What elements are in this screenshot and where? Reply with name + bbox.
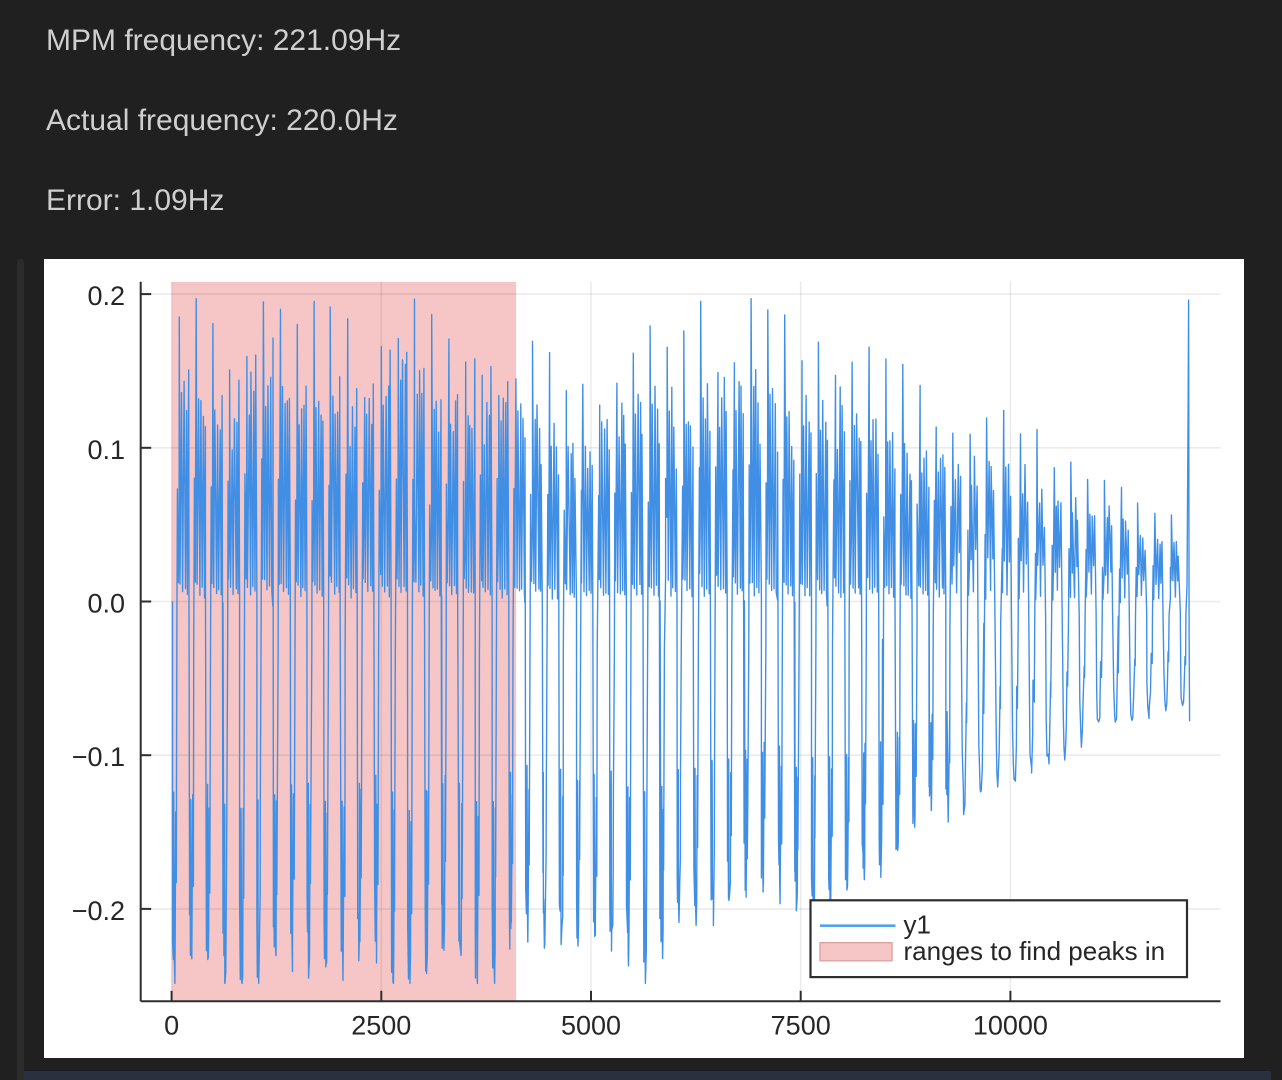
svg-text:0.1: 0.1 [87,434,125,464]
svg-text:5000: 5000 [560,1010,620,1040]
svg-text:−0.1: −0.1 [71,742,124,772]
svg-text:0.2: 0.2 [87,281,125,311]
svg-text:7500: 7500 [770,1010,830,1040]
svg-text:10000: 10000 [972,1010,1047,1040]
svg-text:0.0: 0.0 [87,588,125,618]
svg-text:ranges to find peaks in: ranges to find peaks in [903,936,1165,966]
svg-text:0: 0 [164,1010,179,1040]
svg-text:−0.2: −0.2 [71,896,124,926]
svg-text:y1: y1 [903,909,930,939]
svg-text:2500: 2500 [351,1010,411,1040]
